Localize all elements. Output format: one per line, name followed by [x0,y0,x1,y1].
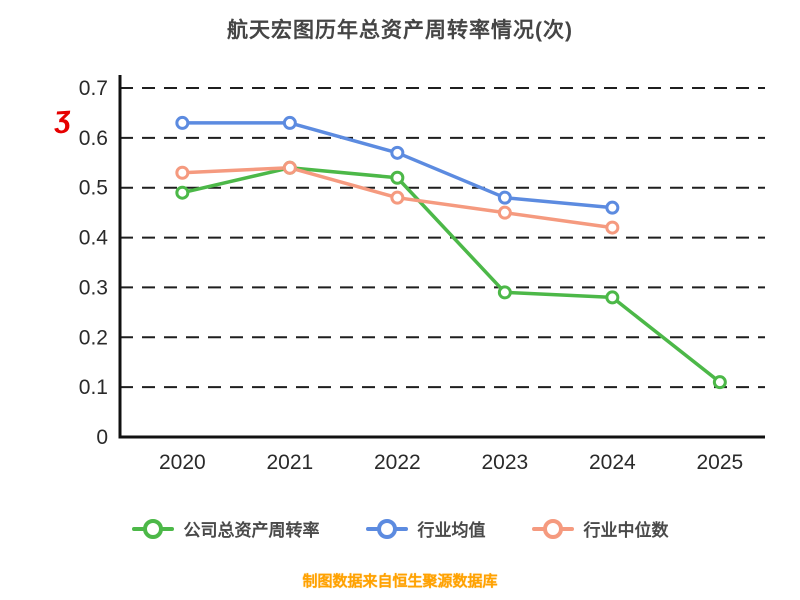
svg-text:2024: 2024 [589,451,636,474]
legend-label-company: 公司总资产周转率 [183,521,320,540]
legend-item-industry-median[interactable]: 行业中位数 [531,516,669,541]
svg-text:2025: 2025 [696,451,743,474]
svg-text:2023: 2023 [481,451,528,474]
plot-area: 0 0.1 0.2 0.3 0.4 0.5 0.6 0.7 2020 2021 2022 2023 20… [79,75,765,474]
legend-item-company[interactable]: 公司总资产周转率 [131,516,320,541]
svg-text:2022: 2022 [374,451,421,474]
legend-label-industry-median: 行业中位数 [583,521,669,540]
industry-median-series-marker-icon [531,518,574,539]
svg-text:2020: 2020 [159,451,206,474]
svg-text:0.3: 0.3 [79,276,108,299]
svg-text:0.5: 0.5 [79,177,108,200]
data-source-note: 制图数据来自恒生聚源数据库 [302,573,498,590]
legend-item-industry-avg[interactable]: 行业均值 [365,516,486,541]
legend: 公司总资产周转率 行业均值 行业中位数 [0,516,800,541]
svg-text:0.4: 0.4 [79,227,109,250]
svg-text:0.6: 0.6 [79,127,108,150]
industry-avg-series-marker-icon [365,518,408,539]
chart-title: 航天宏图历年总资产周转率情况(次) [227,19,573,42]
svg-text:0: 0 [96,426,108,449]
svg-text:0.2: 0.2 [79,326,108,349]
svg-text:0.1: 0.1 [79,376,108,399]
svg-text:2021: 2021 [266,451,313,474]
legend-label-industry-avg: 行业均值 [417,521,486,540]
svg-text:0.7: 0.7 [79,77,108,100]
company-series-marker-icon [131,518,174,539]
